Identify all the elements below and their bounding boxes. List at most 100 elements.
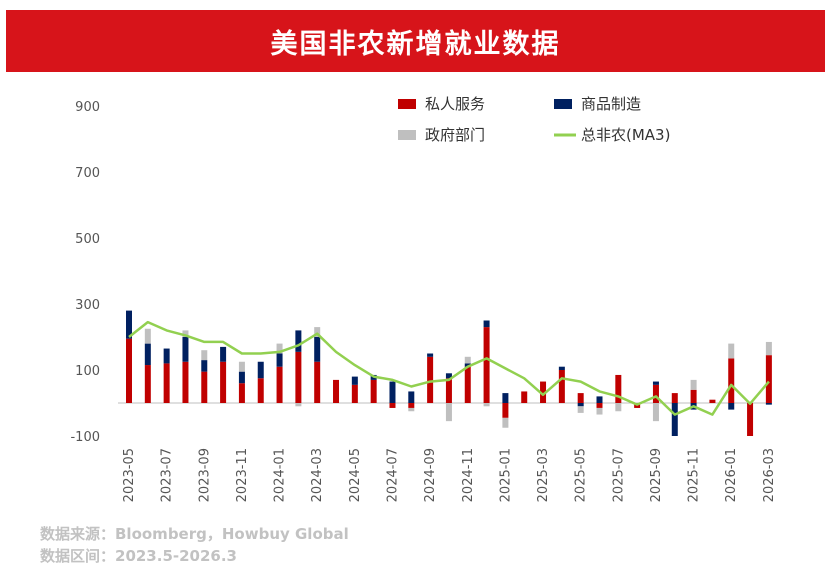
bar-goods-producing bbox=[464, 363, 471, 367]
bar-private-services bbox=[445, 378, 452, 403]
bar-government bbox=[144, 328, 151, 344]
bar-goods-producing bbox=[765, 403, 772, 405]
y-tick-label: 300 bbox=[75, 298, 100, 313]
x-tick-label: 2025-09 bbox=[649, 448, 664, 502]
bar-private-services bbox=[351, 384, 358, 403]
x-tick-label: 2023-11 bbox=[235, 448, 250, 502]
page-title: 美国非农新增就业数据 bbox=[270, 28, 561, 60]
bar-private-services bbox=[652, 384, 659, 403]
bar-goods-producing bbox=[652, 381, 659, 385]
series-line-ma3 bbox=[128, 320, 770, 416]
bar-government bbox=[238, 361, 245, 372]
bar-goods-producing bbox=[295, 330, 302, 352]
bar-private-services bbox=[238, 383, 245, 403]
bar-private-services bbox=[728, 358, 735, 403]
title-banner: 美国非农新增就业数据 bbox=[6, 10, 825, 72]
data-range-note: 数据区间：2023.5-2026.3 bbox=[40, 547, 237, 565]
bar-private-services bbox=[201, 371, 208, 403]
x-tick-label: 2024-09 bbox=[423, 448, 438, 502]
bar-goods-producing bbox=[577, 403, 584, 407]
bar-goods-producing bbox=[596, 396, 603, 403]
bar-government bbox=[690, 379, 697, 390]
bar-private-services bbox=[765, 355, 772, 403]
x-tick-label: 2025-11 bbox=[687, 448, 702, 502]
y-tick-label: 100 bbox=[75, 364, 100, 379]
bar-government bbox=[596, 407, 603, 415]
x-tick-label: 2025-05 bbox=[574, 448, 589, 502]
data-source-note: 数据来源：Bloomberg，Howbuy Global bbox=[40, 525, 349, 543]
x-tick-label: 2024-05 bbox=[348, 448, 363, 502]
bar-government bbox=[314, 327, 321, 337]
bar-goods-producing bbox=[558, 366, 565, 370]
bar-goods-producing bbox=[445, 373, 452, 379]
bar-goods-producing bbox=[182, 337, 189, 362]
y-tick-label: 900 bbox=[75, 100, 100, 115]
bar-goods-producing bbox=[238, 371, 245, 384]
bar-private-services bbox=[596, 403, 603, 408]
bar-government bbox=[652, 403, 659, 422]
bar-government bbox=[182, 330, 189, 337]
bar-private-services bbox=[163, 363, 170, 403]
bar-private-services bbox=[540, 381, 547, 403]
bar-goods-producing bbox=[163, 348, 170, 364]
bar-private-services bbox=[126, 338, 132, 403]
bar-goods-producing bbox=[276, 353, 283, 367]
x-tick-label: 2024-07 bbox=[385, 448, 400, 502]
x-tick-label: 2023-05 bbox=[122, 448, 137, 502]
bar-private-services bbox=[333, 379, 340, 403]
bar-private-services bbox=[502, 403, 509, 418]
bar-government bbox=[615, 403, 622, 412]
bar-private-services bbox=[521, 391, 528, 403]
bar-private-services bbox=[671, 393, 678, 403]
x-tick-label: 2026-01 bbox=[724, 448, 739, 502]
bar-private-services bbox=[314, 361, 321, 403]
bar-private-services bbox=[690, 389, 697, 403]
bar-private-services bbox=[615, 374, 622, 403]
bar-private-services bbox=[144, 365, 151, 403]
bar-private-services bbox=[427, 356, 434, 403]
legend-label: 商品制造 bbox=[581, 95, 641, 113]
bar-private-services bbox=[408, 403, 415, 408]
x-tick-label: 2024-11 bbox=[461, 448, 476, 502]
bar-goods-producing bbox=[314, 337, 321, 362]
bar-private-services bbox=[389, 403, 396, 408]
legend-label: 总非农(MA3) bbox=[581, 126, 670, 144]
x-tick-label: 2024-03 bbox=[310, 448, 325, 502]
bar-private-services bbox=[464, 366, 471, 403]
bar-goods-producing bbox=[144, 343, 151, 366]
bar-private-services bbox=[276, 366, 283, 403]
x-tick-label: 2023-09 bbox=[197, 448, 212, 502]
bar-private-services bbox=[220, 361, 227, 403]
bar-private-services bbox=[483, 327, 490, 403]
bar-goods-producing bbox=[220, 346, 227, 362]
y-tick-label: 700 bbox=[75, 166, 100, 181]
bar-goods-producing bbox=[257, 361, 264, 379]
bar-goods-producing bbox=[126, 310, 132, 339]
bar-goods-producing bbox=[389, 381, 396, 403]
bar-private-services bbox=[295, 351, 302, 403]
bar-government bbox=[765, 341, 772, 356]
bar-goods-producing bbox=[671, 403, 678, 436]
bar-goods-producing bbox=[201, 360, 208, 372]
bar-private-services bbox=[257, 378, 264, 403]
bar-government bbox=[445, 403, 452, 422]
y-tick-label: -100 bbox=[70, 430, 100, 445]
bar-government bbox=[408, 407, 415, 412]
bar-private-services bbox=[577, 393, 584, 403]
bar-private-services bbox=[370, 379, 377, 403]
bar-government bbox=[728, 343, 735, 359]
bar-private-services bbox=[709, 399, 716, 403]
x-tick-label: 2024-01 bbox=[273, 448, 288, 502]
bar-private-services bbox=[182, 361, 189, 403]
bar-goods-producing bbox=[351, 376, 358, 385]
bar-private-services bbox=[558, 370, 565, 403]
bar-goods-producing bbox=[728, 403, 735, 410]
bar-goods-producing bbox=[427, 353, 434, 357]
bar-goods-producing bbox=[502, 393, 509, 403]
legend-swatch bbox=[398, 99, 416, 109]
bar-government bbox=[201, 350, 208, 361]
y-tick-label: 500 bbox=[75, 232, 100, 247]
bar-government bbox=[577, 406, 584, 413]
x-tick-label: 2026-03 bbox=[762, 448, 777, 502]
